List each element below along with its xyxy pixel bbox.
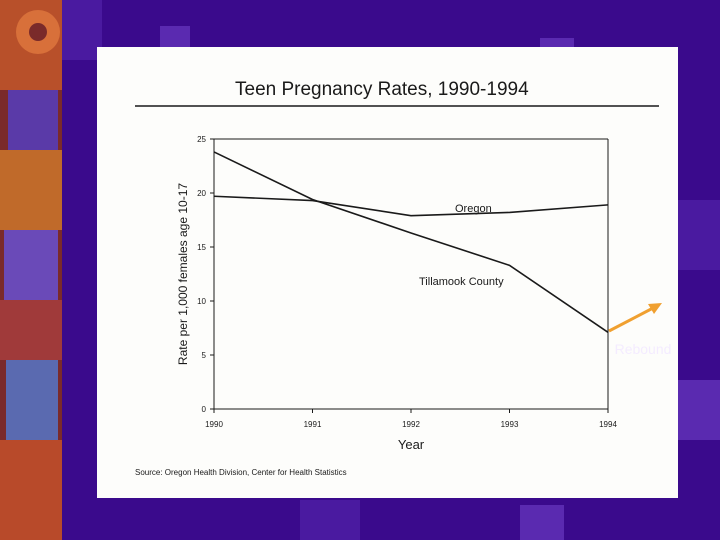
y-tick-label-3: 15 — [197, 243, 206, 252]
line-chart: Teen Pregnancy Rates, 1990-1994 Year Rat… — [135, 79, 659, 477]
series-line-oregon — [213, 195, 609, 217]
x-tick-label-3: 1993 — [501, 420, 519, 429]
series-label-tillamook: Tillamook County — [419, 276, 504, 288]
x-tick-label-2: 1992 — [402, 420, 420, 429]
rebound-annotation: Rebound — [614, 341, 672, 357]
x-tick-label-1: 1991 — [304, 420, 322, 429]
y-tick-label-0: 0 — [202, 405, 207, 414]
y-tick-label-4: 20 — [197, 189, 206, 198]
source-note: Source: Oregon Health Division, Center f… — [135, 468, 347, 477]
series-label-oregon: Oregon — [455, 203, 492, 215]
chart-paper: Teen Pregnancy Rates, 1990-1994 Year Rat… — [97, 47, 678, 498]
series-line-tillamook-county — [213, 151, 609, 333]
y-tick-label-2: 10 — [197, 297, 206, 306]
y-axis-label: Rate per 1,000 females age 10-17 — [176, 183, 190, 365]
x-tick-label-0: 1990 — [205, 420, 223, 429]
x-axis-label: Year — [398, 437, 425, 452]
y-tick-label-1: 5 — [202, 351, 207, 360]
y-tick-label-5: 25 — [197, 135, 206, 144]
chart-title: Teen Pregnancy Rates, 1990-1994 — [235, 79, 529, 100]
x-tick-label-4: 1994 — [599, 420, 617, 429]
